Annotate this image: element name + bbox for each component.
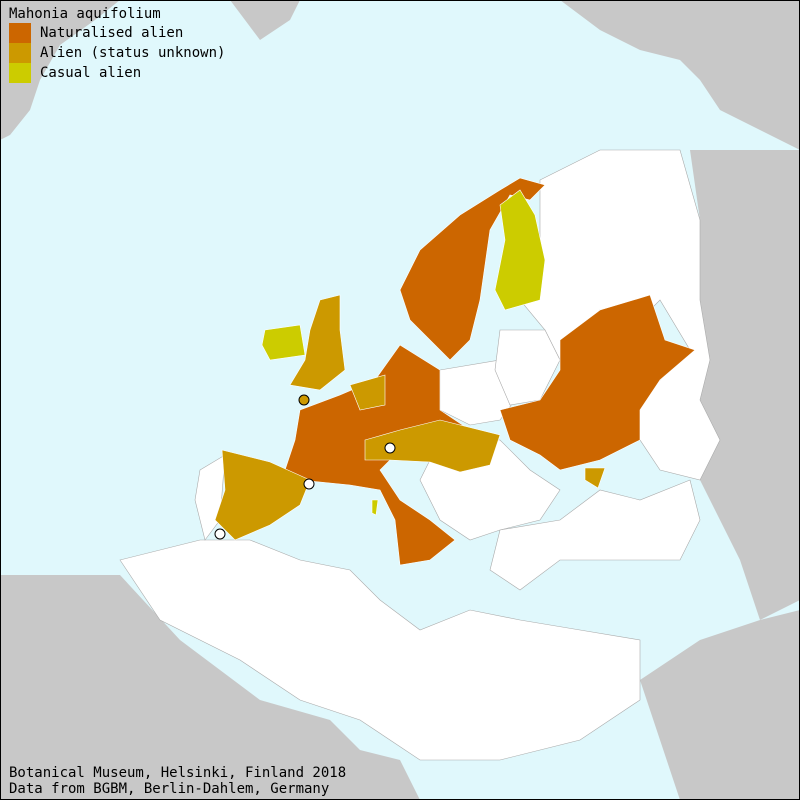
point-record	[303, 478, 315, 490]
point-record-unknown	[298, 394, 310, 406]
legend-swatch	[9, 23, 31, 43]
legend-label: Casual alien	[40, 65, 142, 81]
legend: Mahonia aquifolium Naturalised alien Ali…	[9, 5, 225, 83]
credit-line-1: Botanical Museum, Helsinki, Finland 2018	[9, 765, 347, 781]
region-corsica	[371, 499, 379, 516]
region-benelux	[349, 374, 386, 411]
countries-recorded	[214, 177, 696, 566]
point-records	[214, 394, 396, 540]
region-norway-sweden	[399, 177, 546, 361]
point-record	[214, 528, 226, 540]
credits: Botanical Museum, Helsinki, Finland 2018…	[9, 765, 346, 797]
legend-label: Alien (status unknown)	[40, 45, 226, 61]
region-alps-hungary	[364, 419, 501, 473]
legend-item-naturalised: Naturalised alien	[9, 23, 225, 43]
legend-swatch	[9, 63, 31, 83]
region-great-britain	[289, 294, 346, 391]
point-record	[384, 442, 396, 454]
region-iberia	[214, 449, 311, 541]
legend-label: Naturalised alien	[40, 25, 184, 41]
legend-item-casual: Casual alien	[9, 63, 225, 83]
legend-swatch	[9, 43, 31, 63]
region-crimea	[584, 467, 606, 489]
legend-title: Mahonia aquifolium	[9, 6, 161, 22]
region-ireland	[261, 324, 306, 361]
legend-item-alien-unknown: Alien (status unknown)	[9, 43, 225, 63]
region-ukraine-russia	[499, 294, 696, 471]
region-finland	[494, 189, 546, 311]
credit-line-2: Data from BGBM, Berlin-Dahlem, Germany	[9, 781, 330, 797]
